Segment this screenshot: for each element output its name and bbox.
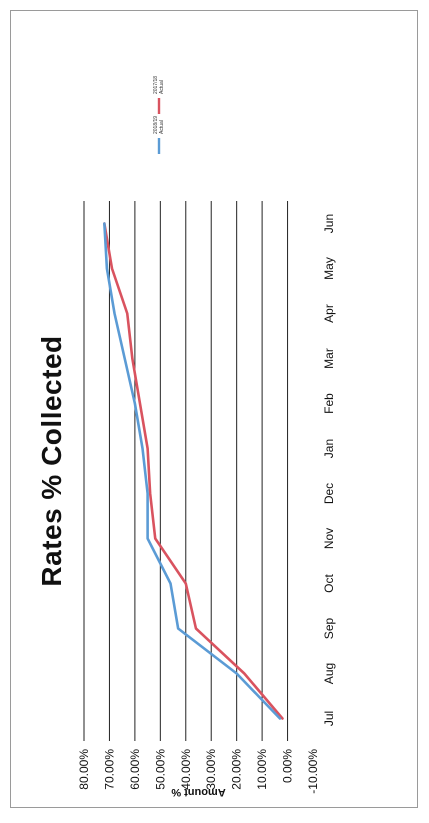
gridlines [83, 201, 289, 741]
y-tick-label: 20.00% [230, 749, 244, 790]
series-line [103, 222, 284, 720]
x-category-label: Jul [322, 711, 336, 726]
x-category-label: May [322, 257, 336, 280]
x-category-label: Feb [322, 393, 336, 414]
x-category-label: Apr [322, 304, 336, 323]
y-tick-label: -10.00% [306, 749, 320, 794]
x-category-labels: Jul Aug Sep Oct Nov Dec Jan Feb Mar Apr May Jun [322, 214, 336, 726]
y-tick-label: 10.00% [255, 749, 269, 790]
y-tick-label: 70.00% [102, 749, 116, 790]
rotated-chart-container: Rates % Collected Amount % -10.00% 0.00% 1… [11, 11, 419, 809]
legend-label: Actual [159, 80, 165, 94]
x-category-label: Jan [322, 439, 336, 458]
legend-label: 2017/18 [153, 76, 159, 94]
series-line [103, 222, 282, 720]
x-category-label: Oct [322, 574, 336, 593]
x-category-label: Aug [322, 663, 336, 684]
legend-label: Actual [159, 120, 165, 134]
y-tick-label: 80.00% [77, 749, 91, 790]
legend-label: 2018/19 [153, 116, 159, 134]
series-lines [103, 222, 284, 720]
x-category-label: Sep [322, 618, 336, 640]
chart-title: Rates % Collected [36, 335, 67, 586]
x-category-label: Jun [322, 214, 336, 233]
chart-page-frame: Rates % Collected Amount % -10.00% 0.00% 1… [10, 10, 418, 808]
y-tick-label: 0.00% [281, 749, 295, 783]
y-tick-labels: -10.00% 0.00% 10.00% 20.00% 30.00% 40.00% 50.0… [77, 749, 320, 794]
y-tick-label: 30.00% [204, 749, 218, 790]
x-category-label: Dec [322, 483, 336, 504]
x-category-label: Nov [322, 528, 336, 549]
y-tick-label: 60.00% [128, 749, 142, 790]
y-tick-label: 50.00% [153, 749, 167, 790]
y-axis-label: Amount % [171, 786, 226, 798]
x-category-label: Mar [322, 348, 336, 369]
line-chart: Rates % Collected Amount % -10.00% 0.00% 1… [36, 76, 336, 798]
y-tick-label: 40.00% [179, 749, 193, 790]
